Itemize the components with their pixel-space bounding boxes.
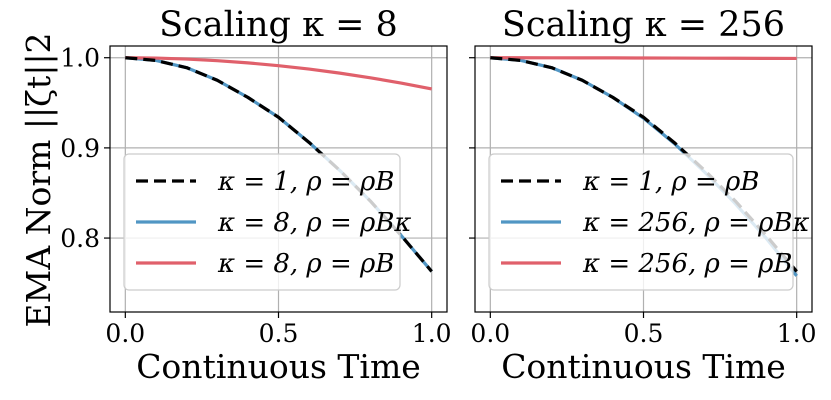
x-tick-label: 0.5 <box>259 319 299 348</box>
series-line <box>490 56 797 61</box>
x-tick-label: 1.0 <box>412 319 452 348</box>
subplot-title: Scaling κ = 256 <box>502 5 785 45</box>
legend-entry: κ = 256, ρ = ρB <box>582 249 793 279</box>
subplot-title: Scaling κ = 8 <box>159 5 398 45</box>
y-axis-label: EMA Norm ||ζt||2 <box>19 32 58 327</box>
subplot-kappa-8: 0.0 0.5 1.0 0.8 0.9 1.0 Scaling κ = 8 Continuou… <box>60 5 451 386</box>
y-tick-label: 1.0 <box>60 44 100 73</box>
x-tick-label: 0.5 <box>624 319 664 348</box>
legend-entry: κ = 8, ρ = ρB <box>217 249 394 279</box>
x-axis-label: Continuous Time <box>501 347 786 386</box>
legend-entry: κ = 8, ρ = ρBκ <box>217 208 411 238</box>
series-line <box>125 56 432 91</box>
legend-entry: κ = 256, ρ = ρBκ <box>582 208 810 238</box>
subplot-kappa-256: 0.0 0.5 1.0 Scaling κ = 256 Continuous Time κ… <box>469 5 817 386</box>
x-axis-label: Continuous Time <box>136 347 421 386</box>
x-tick-label: 0.0 <box>105 319 145 348</box>
legend-box <box>123 153 401 291</box>
y-tick-label: 0.8 <box>60 224 100 253</box>
legend-entry: κ = 1, ρ = ρB <box>582 167 759 197</box>
x-tick-label: 1.0 <box>777 319 817 348</box>
y-tick-label: 0.9 <box>60 134 100 163</box>
x-tick-label: 0.0 <box>470 319 510 348</box>
legend-box <box>488 153 794 291</box>
legend-entry: κ = 1, ρ = ρB <box>217 167 394 197</box>
